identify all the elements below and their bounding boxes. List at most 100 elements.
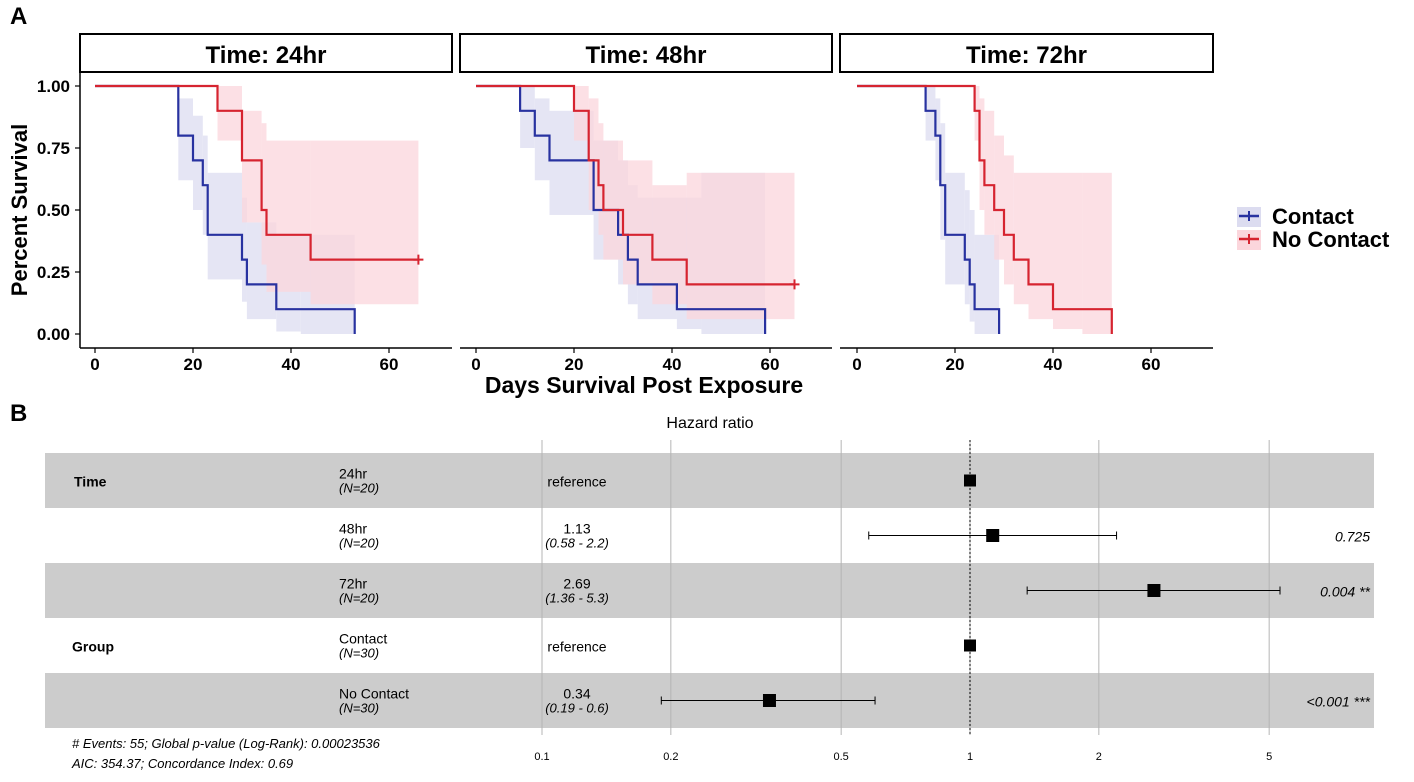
forest-level-label: No Contact xyxy=(339,686,409,702)
forest-x-tick-label: 2 xyxy=(1096,751,1102,763)
x-tick-label: 40 xyxy=(1044,355,1063,374)
contact-ci-band xyxy=(945,172,965,285)
x-tick-label: 0 xyxy=(90,355,99,374)
forest-point-estimate xyxy=(762,694,776,707)
contact-ci-band xyxy=(520,86,535,148)
panel-strip xyxy=(459,33,833,73)
x-tick-label: 20 xyxy=(946,355,965,374)
contact-ci-band xyxy=(925,86,936,141)
km-panel-1: Time: 24hr 0.00 0.25 0.50 0.75 1.00 0 20 40 60 xyxy=(37,33,453,374)
contact-ci-band xyxy=(969,210,975,322)
forest-level-label: 72hr xyxy=(339,576,367,592)
x-tick-label: 60 xyxy=(380,355,399,374)
panel-strip-title: Time: 24hr xyxy=(206,42,327,69)
forest-group-label: Time xyxy=(74,474,107,490)
forest-hr-value: reference xyxy=(547,474,606,490)
no-contact-ci-band xyxy=(603,140,623,260)
y-tick-label: 0.50 xyxy=(37,201,70,220)
y-tick-label: 0.75 xyxy=(37,139,70,158)
forest-x-tick-label: 5 xyxy=(1266,751,1272,763)
no-contact-ci-band xyxy=(598,123,604,235)
forest-hr-value: 1.13 xyxy=(563,521,590,537)
km-panel-3: Time: 72hr 0 20 40 60 xyxy=(839,33,1214,374)
no-contact-ci-band xyxy=(984,110,995,235)
forest-hr-value: 2.69 xyxy=(563,576,590,592)
forest-n-label: (N=20) xyxy=(339,591,379,606)
forest-ci-value: (1.36 - 5.3) xyxy=(545,591,609,606)
forest-n-label: (N=30) xyxy=(339,646,379,661)
contact-ci-band xyxy=(935,98,941,181)
censor-mark xyxy=(413,254,424,265)
no-contact-survival-curve xyxy=(476,84,795,286)
km-panel-2: Time: 48hr 0 20 40 60 xyxy=(459,33,833,374)
forest-point-estimate xyxy=(986,529,1000,542)
censor-mark xyxy=(789,279,800,290)
no-contact-ci-band xyxy=(652,185,687,305)
contact-ci-band xyxy=(193,115,203,210)
y-tick-label: 1.00 xyxy=(37,77,70,96)
x-tick-label: 20 xyxy=(565,355,584,374)
forest-x-tick-label: 0.2 xyxy=(663,751,678,763)
no-contact-ci-band xyxy=(1013,172,1029,305)
panel-strip-title: Time: 48hr xyxy=(586,42,707,69)
no-contact-ci-band xyxy=(242,110,262,223)
no-contact-ci-band xyxy=(974,86,980,141)
panel-a-label: A xyxy=(10,3,27,30)
forest-axis-title: Hazard ratio xyxy=(666,415,753,432)
forest-ci-value: (0.19 - 0.6) xyxy=(545,701,609,716)
contact-survival-curve xyxy=(857,84,1001,334)
panel-strip xyxy=(839,33,1214,73)
x-tick-label: 0 xyxy=(471,355,480,374)
no-contact-ci-band xyxy=(310,140,419,305)
y-tick-label: 0.00 xyxy=(37,325,70,344)
no-contact-ci-band xyxy=(979,98,985,210)
y-axis-label: Percent Survival xyxy=(7,124,32,296)
contact-ci-band xyxy=(242,197,247,302)
x-tick-label: 20 xyxy=(184,355,203,374)
forest-level-label: 24hr xyxy=(339,466,367,482)
forest-hr-value: 0.34 xyxy=(563,686,590,702)
no-contact-ci-band xyxy=(1028,172,1053,320)
forest-level-label: Contact xyxy=(339,631,387,647)
legend-label: No Contact xyxy=(1272,227,1390,252)
no-contact-survival-curve xyxy=(95,84,419,261)
no-contact-ci-band xyxy=(261,123,267,265)
x-tick-label: 40 xyxy=(282,355,301,374)
contact-ci-band xyxy=(534,98,550,181)
forest-group-label: Group xyxy=(72,639,114,655)
contact-ci-band xyxy=(964,190,970,305)
contact-ci-band xyxy=(940,123,946,240)
forest-footer-events: # Events: 55; Global p-value (Log-Rank):… xyxy=(72,736,381,751)
contact-ci-band xyxy=(207,172,242,280)
no-contact-survival-curve xyxy=(857,84,1113,334)
forest-ci-value: (0.58 - 2.2) xyxy=(545,536,609,551)
no-contact-ci-band xyxy=(266,140,311,292)
forest-row-band xyxy=(45,453,1374,508)
no-contact-ci-band xyxy=(1053,172,1083,330)
no-contact-ci-band xyxy=(686,172,795,320)
contact-ci-band xyxy=(178,98,193,181)
x-tick-label: 60 xyxy=(761,355,780,374)
panel-strip-title: Time: 72hr xyxy=(966,42,1087,69)
forest-point-estimate xyxy=(1147,584,1161,597)
x-tick-label: 40 xyxy=(663,355,682,374)
no-contact-ci-band xyxy=(1004,155,1014,285)
no-contact-ci-band xyxy=(1082,172,1112,334)
x-tick-label: 0 xyxy=(852,355,861,374)
no-contact-ci-band xyxy=(588,98,599,210)
panel-strip xyxy=(79,33,453,73)
y-tick-label: 0.25 xyxy=(37,263,70,282)
forest-n-label: (N=30) xyxy=(339,701,379,716)
forest-x-tick-label: 1 xyxy=(967,751,973,763)
forest-p-value: <0.001 *** xyxy=(1307,694,1371,710)
x-axis-label: Days Survival Post Exposure xyxy=(485,372,803,398)
no-contact-ci-band xyxy=(574,86,589,141)
panel-b-label: B xyxy=(10,400,27,427)
forest-hr-value: reference xyxy=(547,639,606,655)
forest-point-estimate xyxy=(964,474,976,487)
forest-n-label: (N=20) xyxy=(339,481,379,496)
